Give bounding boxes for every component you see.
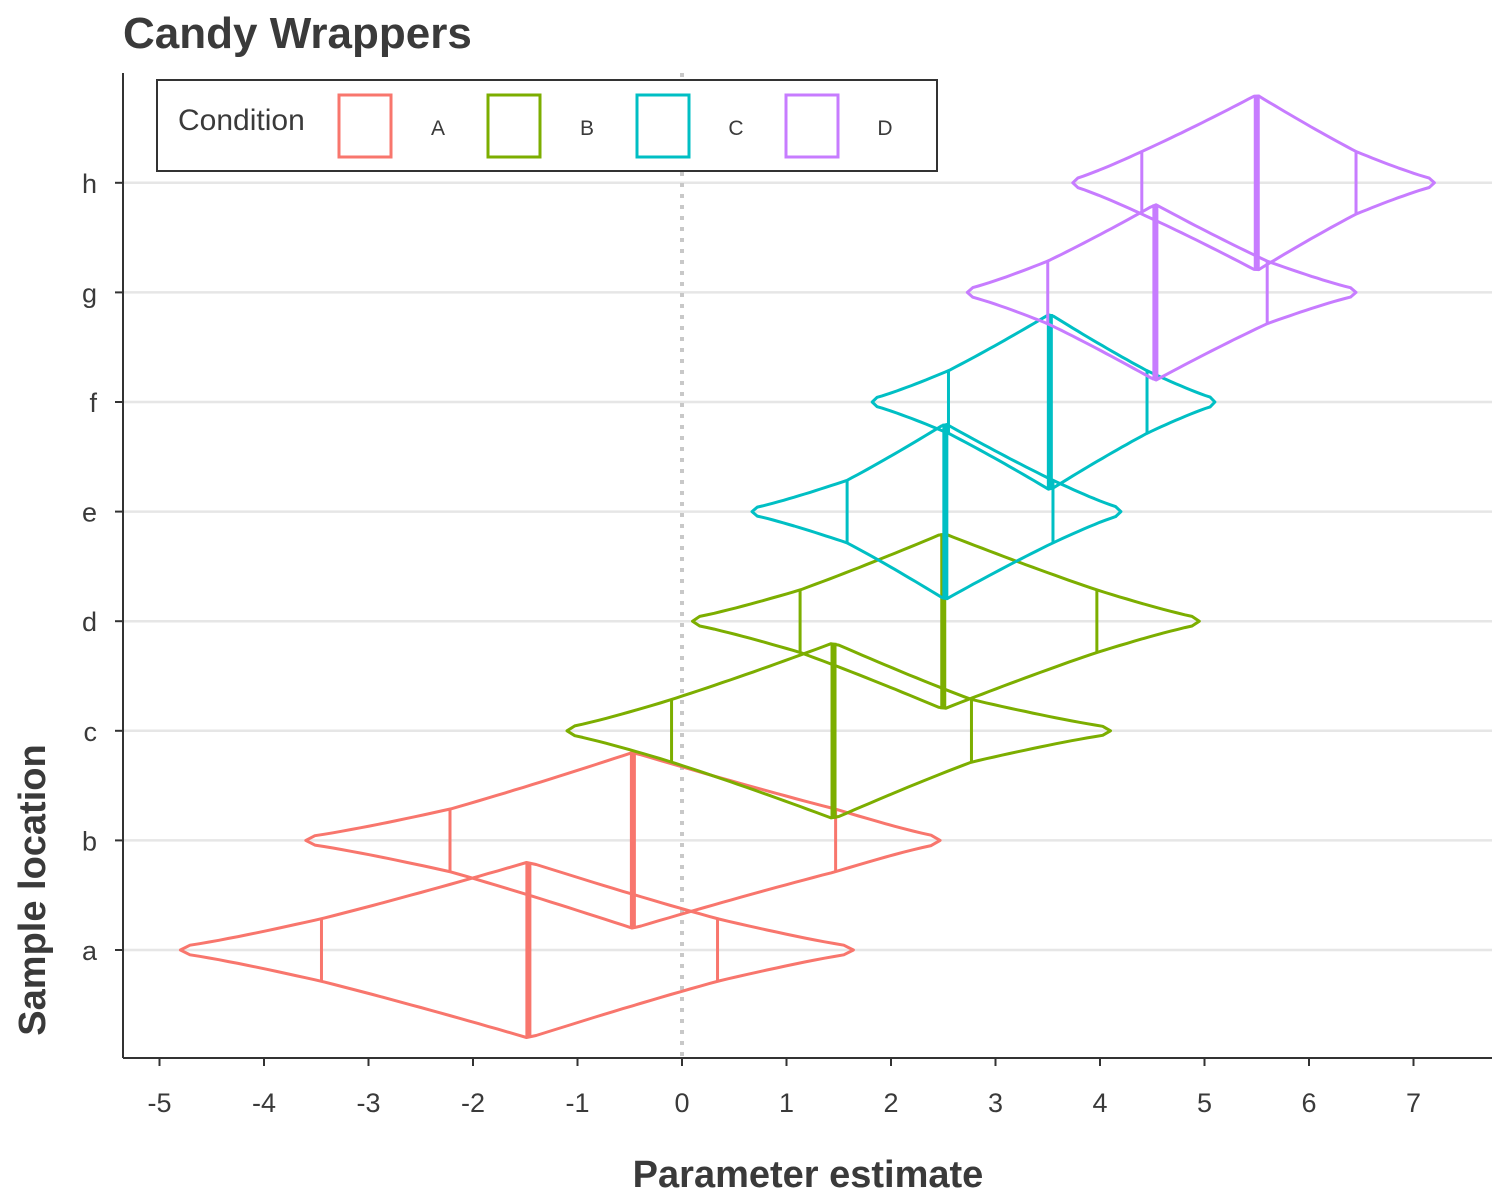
x-tick-label: 6: [1301, 1088, 1316, 1118]
violin-outline-c: [565, 642, 1112, 820]
grid-lines: [123, 181, 1492, 952]
x-tick-label: 1: [779, 1088, 794, 1118]
x-tick-label: 2: [883, 1088, 898, 1118]
y-axis-title: Sample location: [12, 744, 54, 1035]
y-tick-label: c: [84, 717, 98, 747]
x-tick-label: -1: [565, 1088, 589, 1118]
violin-outline-b: [304, 751, 942, 930]
y-tick-label: e: [82, 498, 97, 528]
violin-outline-g: [965, 203, 1358, 382]
legend-label-D: D: [877, 117, 892, 140]
violin-g: [965, 203, 1358, 382]
x-tick-label: 0: [674, 1088, 689, 1118]
y-tick-label: g: [82, 278, 97, 308]
violin-outline-f: [870, 313, 1217, 491]
legend-key-C: [635, 93, 691, 159]
x-tick-label: -5: [147, 1088, 171, 1118]
violins: [178, 94, 1436, 1039]
legend-entry-B: B: [486, 93, 594, 159]
violin-f: [870, 313, 1217, 491]
y-tick-label: a: [82, 936, 98, 966]
x-tick-label: -4: [252, 1088, 276, 1118]
violin-b: [304, 751, 942, 930]
violin-outline-d: [691, 532, 1201, 710]
legend-title: Condition: [178, 104, 305, 137]
y-tick-label: d: [82, 607, 97, 637]
violin-outline-e: [750, 423, 1123, 601]
legend-label-A: A: [431, 117, 445, 140]
violin-outline-h: [1071, 94, 1436, 272]
legend-entries: A B C D: [337, 93, 893, 159]
x-tick-label: 5: [1197, 1088, 1212, 1118]
y-tick-label: h: [82, 169, 97, 199]
x-tick-label: 4: [1092, 1088, 1107, 1118]
y-tick-label: b: [82, 826, 97, 856]
x-axis-title: Parameter estimate: [633, 1154, 984, 1196]
chart-title: Candy Wrappers: [123, 9, 472, 58]
x-tick-label: 7: [1406, 1088, 1421, 1118]
violin-outline-a: [178, 861, 855, 1039]
legend-key-B: [486, 93, 542, 159]
violin-d: [691, 532, 1201, 710]
legend-entry-C: C: [635, 93, 744, 159]
legend-label-B: B: [580, 117, 594, 140]
y-axis-ticks: a b c d e f g h: [82, 169, 123, 966]
violin-c: [565, 642, 1112, 820]
x-axis-ticks: -5 -4 -3 -2 -1 0 1 2 3 4 5 6 7: [147, 1058, 1421, 1118]
y-tick-label: f: [89, 388, 97, 418]
legend-label-C: C: [728, 117, 743, 140]
legend-key-A: [337, 93, 393, 159]
legend-entry-A: A: [337, 93, 445, 159]
legend-entry-D: D: [784, 93, 893, 159]
x-tick-label: -3: [356, 1088, 380, 1118]
axes: [122, 73, 1492, 1059]
legend: Condition A B C D: [156, 79, 938, 172]
legend-key-D: [784, 93, 840, 159]
x-tick-label: 3: [988, 1088, 1003, 1118]
violin-a: [178, 861, 855, 1039]
violin-h: [1071, 94, 1436, 272]
violin-e: [750, 423, 1123, 601]
x-tick-label: -2: [461, 1088, 485, 1118]
